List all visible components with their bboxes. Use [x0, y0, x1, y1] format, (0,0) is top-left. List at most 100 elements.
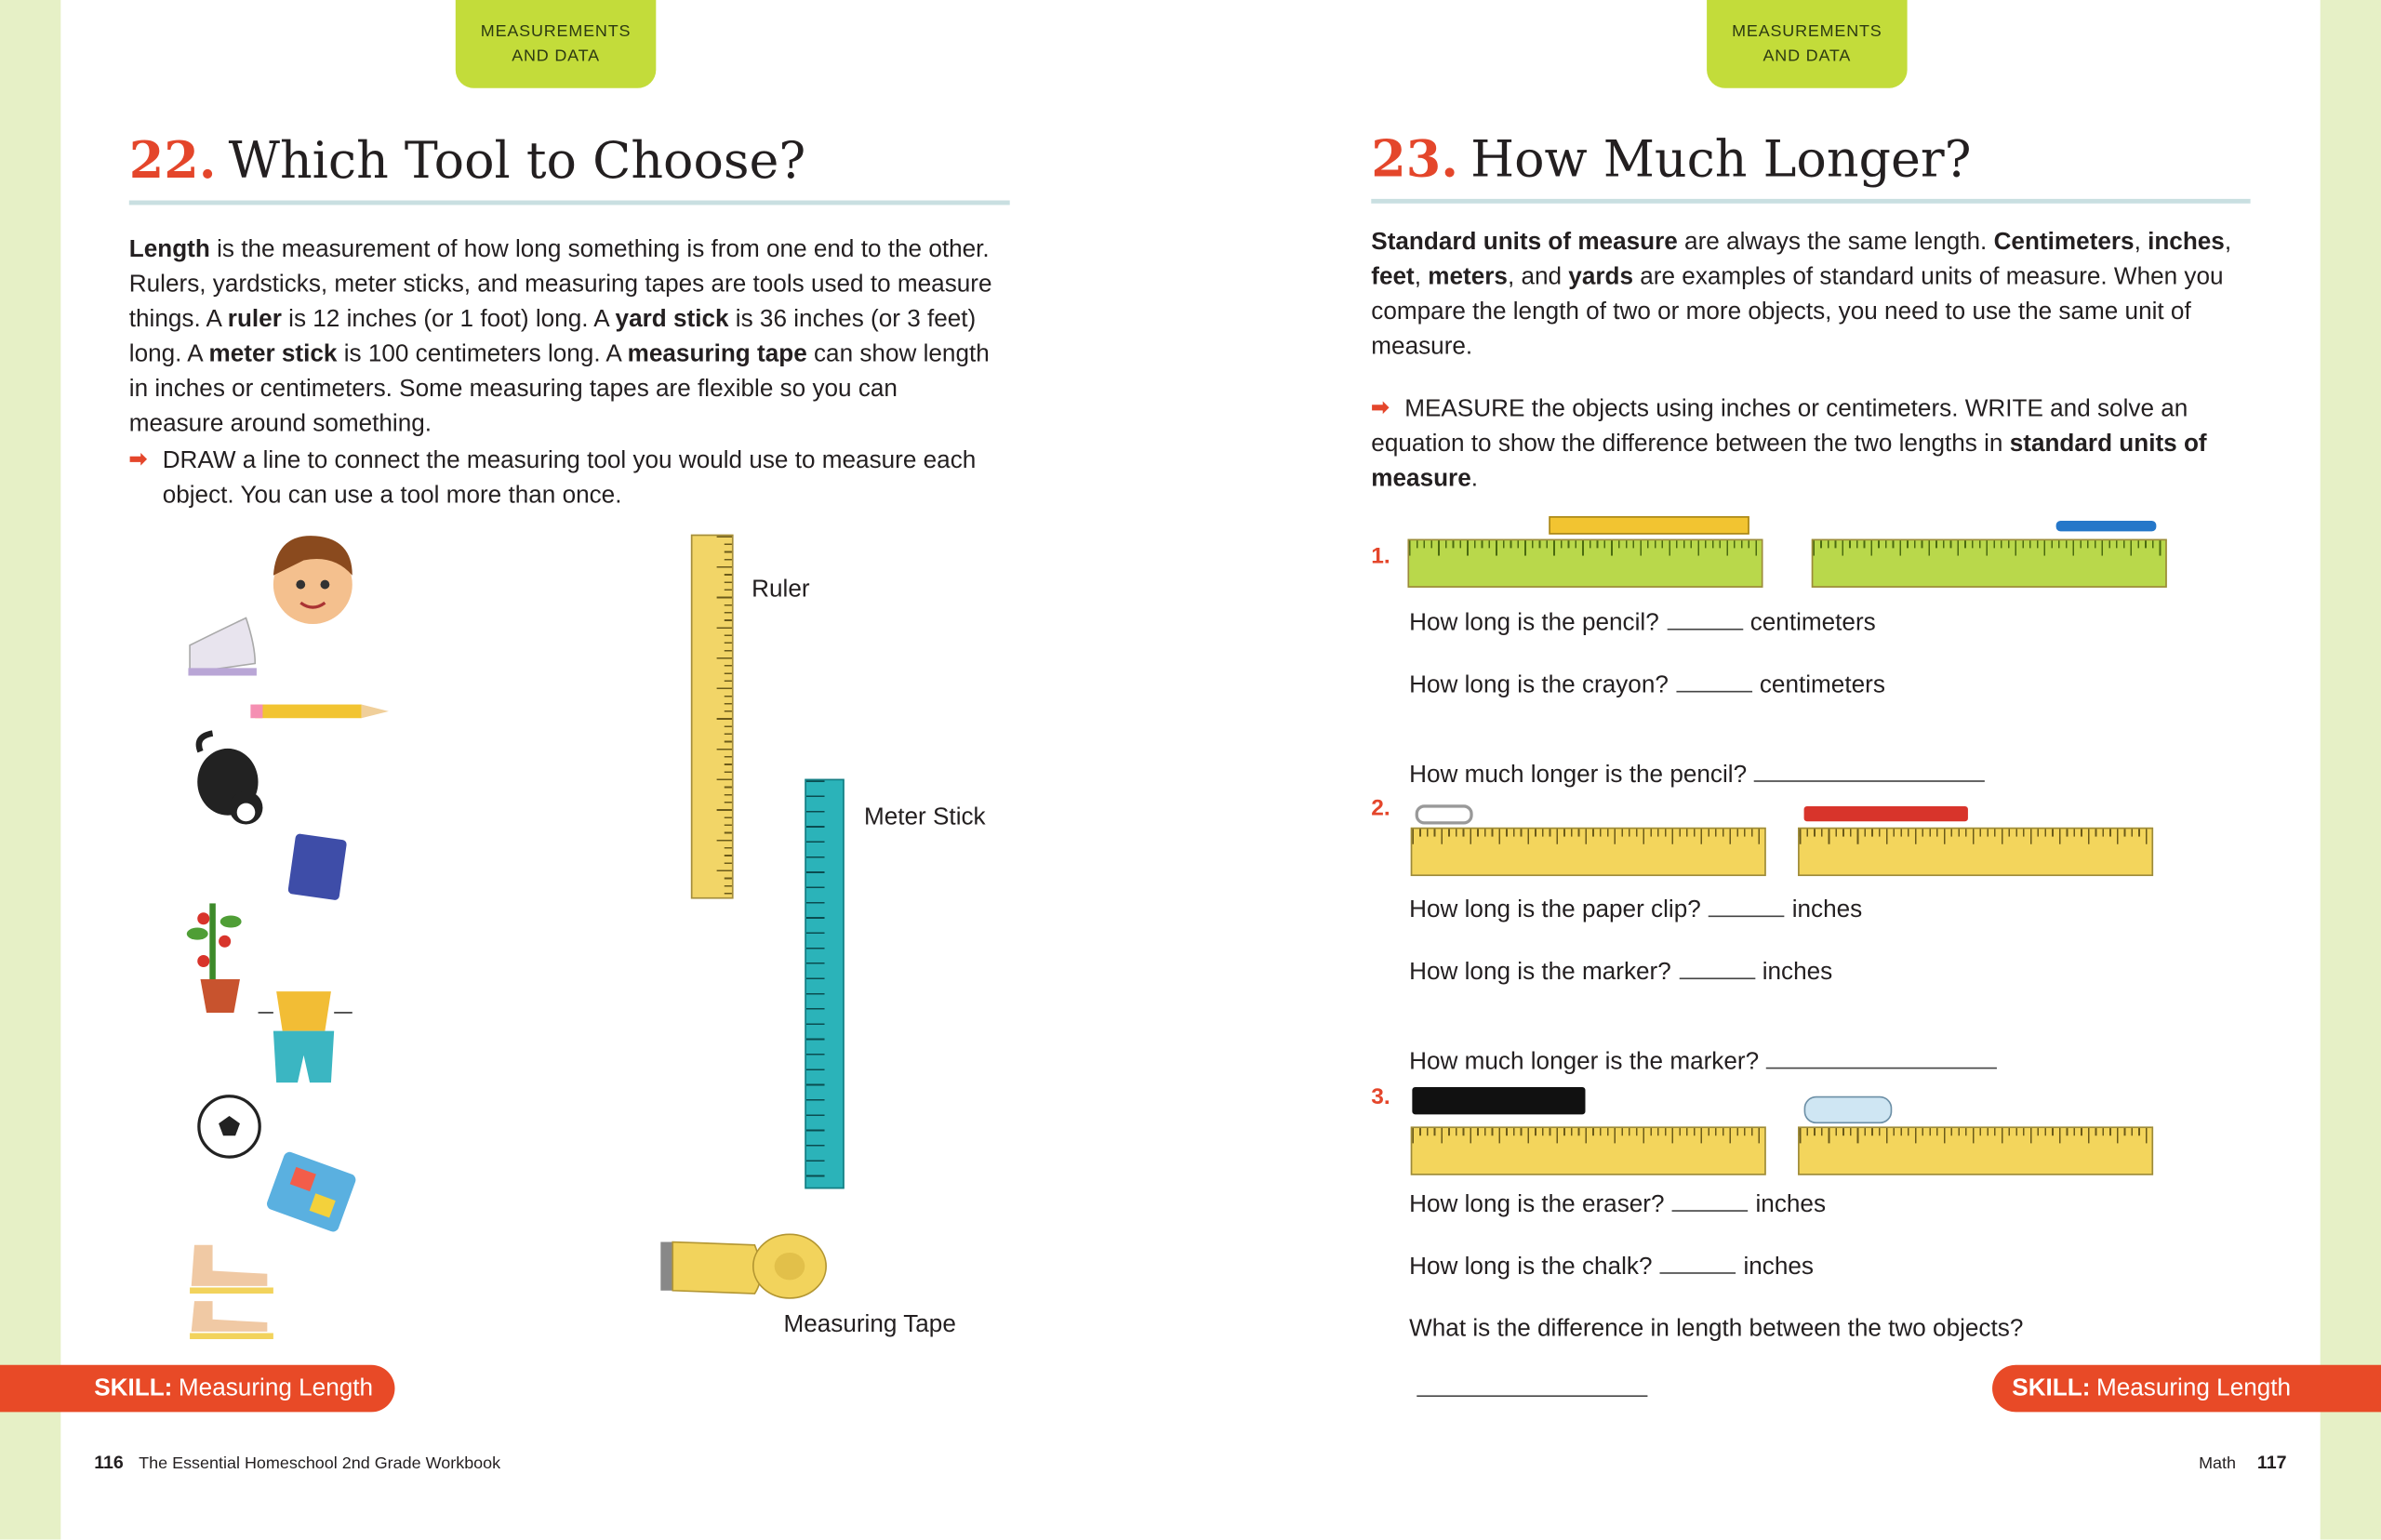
bold-text: Centimeters [1993, 229, 2135, 256]
text-run: DRAW a line to connect the measuring too… [162, 447, 977, 509]
shoe [188, 617, 257, 676]
boy-face [273, 536, 352, 625]
margin-strip [0, 0, 61, 1540]
unit: inches [1755, 1191, 1827, 1218]
answer-blank [1417, 1374, 1648, 1398]
paper-clip-image [1415, 804, 1473, 825]
bold-text: meter stick [208, 341, 338, 368]
footer: Math 117 [2199, 1452, 2286, 1473]
question: How long is the eraser? inches [1409, 1188, 2077, 1222]
question-text: How much longer is the pencil? [1409, 762, 1748, 789]
instruction-arrow: ➡ [128, 445, 147, 471]
question: What is the difference in length between… [1409, 1313, 2077, 1407]
answer-blank [1766, 1046, 1998, 1069]
plant [186, 903, 242, 1013]
unit: inches [1762, 959, 1833, 986]
bold-text: measuring tape [627, 341, 807, 368]
activity-number: 22. [128, 130, 217, 191]
activity-number: 23. [1371, 128, 1459, 189]
bold-text: feet [1371, 264, 1415, 290]
pencil-image [1549, 516, 1749, 535]
activity-title: How Much Longer? [1470, 128, 1972, 189]
text-run: , [1414, 264, 1429, 290]
pencil [250, 704, 389, 719]
text-run: is 12 inches (or 1 foot) long. A [281, 306, 616, 333]
text-run: , [2134, 229, 2148, 256]
question: How long is the crayon? centimeters [1409, 670, 2077, 703]
tool-label: Ruler [752, 577, 810, 604]
question-text: How long is the paper clip? [1409, 896, 1701, 923]
problem-number: 1. [1371, 543, 1390, 570]
ruler-image [1798, 1126, 2154, 1175]
answer-blank [1659, 1251, 1736, 1274]
quilt [267, 1151, 356, 1232]
feet [190, 1244, 273, 1339]
skill-banner: SKILL: Measuring Length [1992, 1364, 2381, 1413]
bold-text: inches [2148, 229, 2225, 256]
unit: inches [1743, 1254, 1814, 1281]
tab-line: AND DATA [1762, 46, 1852, 66]
instruction: MEASURE the objects using inches or cent… [1371, 392, 2237, 497]
section-tab: MEASUREMENTS AND DATA [1707, 0, 1908, 88]
page-number: 116 [94, 1451, 124, 1473]
question: How much longer is the marker? [1409, 1019, 2077, 1080]
text-run: is 36 inches (or 3 feet) long. A [128, 306, 977, 368]
bold-text: ruler [227, 306, 282, 333]
ruler-image [1410, 827, 1766, 877]
waist [258, 991, 352, 1083]
skill-text: Measuring Length [2095, 1375, 2292, 1401]
objects-illustration [186, 536, 389, 1339]
activity-title: Which Tool to Choose? [228, 130, 806, 191]
answer-blank [1671, 1188, 1749, 1212]
ruler-image [1811, 538, 2167, 588]
skill-label: SKILL: [2012, 1375, 2091, 1401]
skill-label: SKILL: [94, 1375, 173, 1401]
text-run: are examples of standard units of measur… [1371, 264, 2224, 360]
tab-line: AND DATA [512, 46, 600, 66]
title-rule [128, 200, 1010, 206]
text-run: can show length in inches or centimeters… [128, 341, 990, 438]
question-text: How long is the crayon? [1409, 672, 1669, 699]
bold-text: meters [1428, 264, 1508, 290]
skill-banner: SKILL: Measuring Length [0, 1364, 395, 1413]
tab-line: MEASUREMENTS [1732, 22, 1882, 42]
problem-number: 3. [1371, 1083, 1390, 1110]
heading: 23. How Much Longer? [1371, 129, 1971, 189]
question-text: How much longer is the marker? [1409, 1049, 1760, 1075]
text-run: . [1470, 466, 1479, 492]
section-name: Math [2199, 1454, 2237, 1473]
ruler-image [1798, 827, 2154, 877]
page-number: 117 [2256, 1451, 2287, 1473]
question-text: How long is the pencil? [1409, 610, 1659, 637]
text-run: MEASURE the objects using inches or cent… [1371, 396, 2188, 458]
bold-text: yard stick [615, 306, 729, 333]
instruction: DRAW a line to connect the measuring too… [163, 444, 998, 513]
answer-blank [1676, 670, 1752, 693]
meter-stick-image [805, 778, 845, 1189]
marker-image [1803, 805, 1968, 822]
question: How much longer is the pencil? [1409, 732, 2077, 792]
unit: centimeters [1749, 610, 1876, 637]
book [287, 833, 347, 900]
bold-text: Standard units of measure [1371, 229, 1678, 256]
bold-text: standard units of measure [1371, 431, 2207, 492]
heading: 22. Which Tool to Choose? [129, 130, 806, 190]
problem-number: 2. [1371, 795, 1390, 822]
text-run: are always the same length. [1677, 229, 1994, 256]
ruler-image [1410, 1126, 1766, 1175]
text-run: is 100 centimeters long. A [337, 341, 628, 368]
question: How long is the pencil? centimeters [1409, 607, 2077, 641]
eraser-image [1412, 1086, 1586, 1115]
answer-blank [1754, 759, 1986, 782]
section-tab: MEASUREMENTS AND DATA [455, 0, 657, 88]
answer-blank [1708, 895, 1785, 918]
question-text: What is the difference in length between… [1409, 1316, 2024, 1343]
unit: inches [1791, 896, 1863, 923]
tool-label: Meter Stick [863, 804, 986, 831]
tab-line: MEASUREMENTS [480, 22, 632, 42]
answer-blank [1678, 957, 1755, 980]
question-text: How long is the marker? [1409, 959, 1671, 986]
